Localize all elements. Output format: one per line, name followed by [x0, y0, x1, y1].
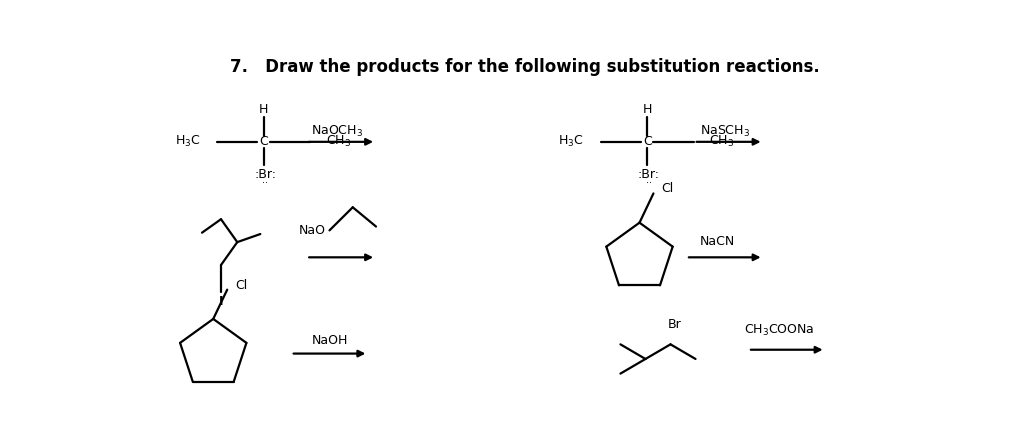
Text: I: I	[219, 295, 223, 308]
Text: Br: Br	[668, 318, 681, 331]
Text: ··: ··	[646, 178, 652, 188]
Text: :Br:: :Br:	[638, 168, 659, 181]
Text: CH$_3$COONa: CH$_3$COONa	[743, 323, 814, 338]
Text: NaSCH$_3$: NaSCH$_3$	[699, 123, 750, 139]
Text: Cl: Cl	[234, 278, 247, 292]
Text: CH$_3$: CH$_3$	[710, 134, 734, 149]
Text: CH$_3$: CH$_3$	[326, 134, 351, 149]
Text: H: H	[643, 103, 652, 116]
Text: Cl: Cl	[662, 182, 674, 195]
Text: 7.   Draw the products for the following substitution reactions.: 7. Draw the products for the following s…	[230, 58, 819, 76]
Text: C: C	[259, 135, 268, 148]
Text: H$_3$C: H$_3$C	[558, 134, 584, 149]
Text: C: C	[643, 135, 651, 148]
Text: :Br:: :Br:	[254, 168, 276, 181]
Text: NaOCH$_3$: NaOCH$_3$	[311, 123, 364, 139]
Text: NaCN: NaCN	[699, 235, 734, 249]
Text: ··: ··	[262, 178, 268, 188]
Text: NaO: NaO	[299, 224, 326, 237]
Text: H: H	[259, 103, 268, 116]
Text: NaOH: NaOH	[311, 334, 348, 347]
Text: H$_3$C: H$_3$C	[174, 134, 200, 149]
